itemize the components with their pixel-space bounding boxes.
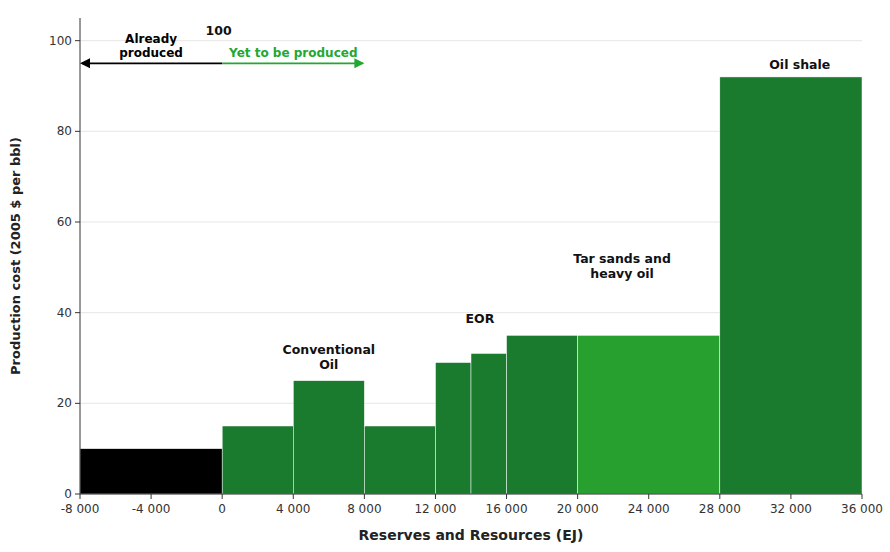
y-tick	[75, 131, 80, 132]
text-line: 100	[206, 23, 232, 38]
y-tick-label: 20	[57, 396, 72, 410]
bar	[293, 381, 364, 494]
x-tick	[577, 494, 578, 499]
bar	[222, 426, 293, 494]
x-tick-label: 12 000	[414, 502, 456, 516]
bar	[471, 353, 507, 494]
x-tick-label: 36 000	[841, 502, 883, 516]
x-tick	[364, 494, 365, 499]
x-tick	[293, 494, 294, 499]
x-tick-label: -8 000	[61, 502, 100, 516]
annotation: ConventionalOil	[282, 342, 375, 372]
x-tick-label: 16 000	[486, 502, 528, 516]
arrow-label: Alreadyproduced	[119, 32, 183, 60]
y-tick-label: 100	[49, 34, 72, 48]
arrow-label: Yet to be produced	[228, 46, 357, 60]
arrow-shaft	[82, 62, 222, 64]
text-line: Oil	[319, 357, 338, 372]
bar	[364, 426, 435, 494]
x-tick-label: 4 000	[276, 502, 310, 516]
x-tick	[151, 494, 152, 499]
x-tick	[506, 494, 507, 499]
grid-line	[80, 494, 862, 495]
annotation: Tar sands andheavy oil	[573, 251, 671, 281]
x-tick-label: 20 000	[557, 502, 599, 516]
y-axis-label: Production cost (2005 $ per bbl)	[8, 137, 23, 375]
grid	[80, 41, 862, 494]
y-tick	[75, 494, 80, 495]
annotations: 100 ConventionalOil EOR Tar sands andheavy …	[206, 23, 831, 371]
y-axis-line	[80, 18, 81, 494]
x-tick	[862, 494, 863, 499]
bars	[80, 77, 862, 494]
x-tick	[648, 494, 649, 499]
arrow-head	[80, 58, 90, 68]
x-tick	[790, 494, 791, 499]
text-line: produced	[119, 46, 183, 60]
x-tick-label: 24 000	[628, 502, 670, 516]
y-tick	[75, 40, 80, 41]
text-line: Yet to be produced	[228, 46, 357, 60]
x-tick	[80, 494, 81, 499]
background	[0, 0, 890, 552]
bar	[80, 449, 222, 494]
y-tick-label: 80	[57, 124, 72, 138]
annotation: 100	[206, 23, 232, 38]
text-line: Oil shale	[769, 57, 830, 72]
grid-line	[80, 40, 862, 41]
x-axis-line	[80, 494, 862, 495]
x-tick-label: 28 000	[699, 502, 741, 516]
y-tick-label: 60	[57, 215, 72, 229]
x-axis-label: Reserves and Resources (EJ)	[359, 527, 584, 543]
bar	[720, 77, 862, 494]
x-tick-label: 8 000	[347, 502, 381, 516]
y-tick	[75, 222, 80, 223]
y-tick-label: 0	[64, 487, 72, 501]
x-tick	[719, 494, 720, 499]
bar	[507, 335, 578, 494]
y-tick	[75, 403, 80, 404]
x-tick-label: 32 000	[770, 502, 812, 516]
text-line: EOR	[465, 311, 494, 326]
x-tick-label: 0	[218, 502, 226, 516]
axes: -8 000 -4 000 0 4 000 8 000 12 000 16 000 20 00…	[49, 18, 883, 516]
chart: -8 000 -4 000 0 4 000 8 000 12 000 16 000 20 00…	[0, 0, 890, 552]
y-tick	[75, 312, 80, 313]
annotation: EOR	[465, 311, 494, 326]
arrow-shaft	[222, 62, 362, 64]
annotation: Oil shale	[769, 57, 830, 72]
text-line: heavy oil	[590, 266, 654, 281]
text-line: Conventional	[282, 342, 375, 357]
y-tick-label: 40	[57, 306, 72, 320]
bar	[578, 335, 720, 494]
x-tick	[222, 494, 223, 499]
text-line: Tar sands and	[573, 251, 671, 266]
x-tick	[435, 494, 436, 499]
text-line: Already	[125, 32, 177, 46]
x-tick-label: -4 000	[132, 502, 171, 516]
bar	[435, 363, 471, 494]
